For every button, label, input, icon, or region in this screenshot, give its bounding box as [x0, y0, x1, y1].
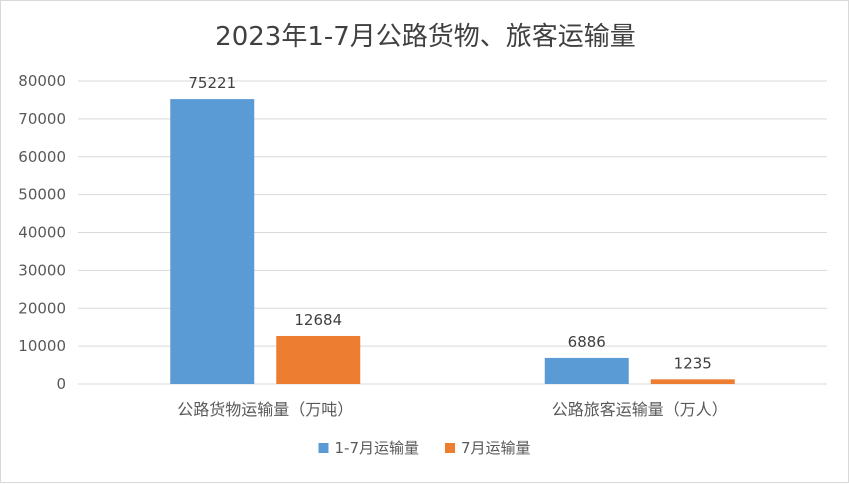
y-tick-label: 50000: [18, 186, 66, 204]
legend-label: 1-7月运输量: [335, 439, 420, 457]
y-tick-label: 40000: [18, 224, 66, 242]
y-tick-label: 60000: [18, 148, 66, 166]
y-tick-label: 70000: [18, 110, 66, 128]
legend-swatch: [445, 443, 455, 453]
legend-swatch: [318, 443, 329, 453]
category-label: 公路旅客运输量（万人）: [552, 400, 728, 419]
y-tick-label: 10000: [18, 337, 66, 355]
y-tick-label: 0: [56, 375, 66, 393]
legend-label: 7月运输量: [461, 439, 531, 457]
y-tick-label: 80000: [18, 72, 66, 90]
category-label: 公路货物运输量（万吨）: [177, 400, 353, 419]
data-label: 1235: [674, 354, 712, 372]
data-label: 75221: [188, 74, 236, 92]
data-labels: 75221 12684 6886 1235: [188, 74, 711, 372]
data-label: 12684: [294, 311, 342, 329]
bar: [544, 357, 629, 384]
chart-title: 2023年1-7月公路货物、旅客运输量: [215, 22, 636, 52]
bars: [170, 99, 735, 384]
bar: [170, 99, 255, 384]
legend: 1-7月运输量 7月运输量: [318, 439, 531, 457]
x-axis-categories: 公路货物运输量（万吨） 公路旅客运输量（万人）: [177, 400, 728, 419]
bar: [276, 335, 361, 384]
bar: [650, 379, 735, 384]
data-label: 6886: [568, 333, 606, 351]
y-tick-label: 30000: [18, 261, 66, 279]
y-tick-label: 20000: [18, 299, 66, 317]
y-axis-ticks: 0 10000 20000 30000 40000 50000 60000 70000 8000…: [18, 72, 66, 393]
